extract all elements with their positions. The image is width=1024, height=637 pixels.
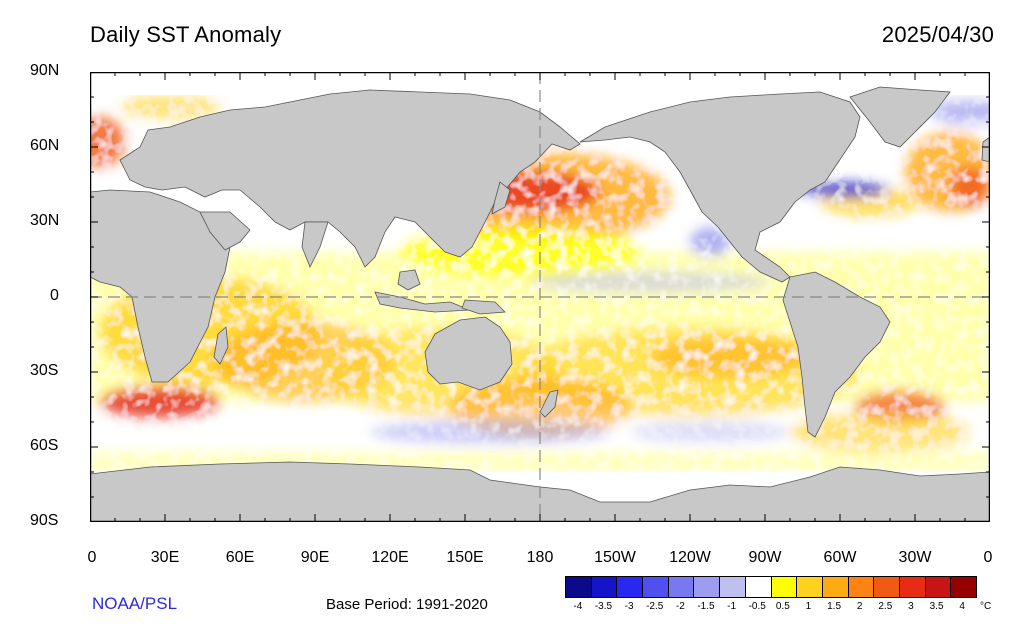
colorbar-tick-label: -3 (624, 601, 634, 612)
colorbar-tick-label: -2.5 (646, 601, 664, 612)
north-america (579, 91, 861, 283)
colorbar-swatch (643, 577, 669, 597)
lon-label-120w: 120W (669, 549, 711, 566)
colorbar-swatch (745, 577, 772, 597)
lat-label-30n: 30N (30, 212, 60, 229)
colorbar-tick-label: 0.5 (775, 601, 790, 612)
colorbar-swatch (874, 577, 900, 597)
colorbar-swatch (617, 577, 644, 597)
credit-label: NOAA/PSL (92, 594, 178, 613)
lon-label-90e: 90E (300, 549, 330, 566)
colorbar-swatch (694, 577, 721, 597)
colorbar-swatch (951, 577, 976, 597)
colorbar-tick-label: -1 (727, 601, 737, 612)
colorbar-tick-label: 3.5 (929, 601, 944, 612)
colorbar-swatch (668, 577, 695, 597)
lon-label-120e: 120E (371, 549, 409, 566)
colorbar-swatch (720, 577, 746, 597)
lon-label-60e: 60E (225, 549, 255, 566)
lat-label-60n: 60N (30, 137, 60, 154)
colorbar-tick-label: 4 (959, 601, 965, 612)
world-map (90, 72, 990, 522)
map-title: Daily SST Anomaly (90, 22, 282, 47)
colorbar-swatch (822, 577, 849, 597)
base-period-label: Base Period: 1991-2020 (326, 596, 488, 613)
borneo (397, 269, 421, 291)
eurasia (119, 89, 581, 268)
lon-label-150e: 150E (446, 549, 484, 566)
colorbar-swatch (925, 577, 952, 597)
lon-label-150w: 150W (594, 549, 636, 566)
arabia (199, 211, 251, 251)
india (301, 221, 329, 268)
lat-label-0: 0 (50, 287, 59, 304)
colorbar-unit: °C (980, 601, 992, 612)
colorbar-swatch (797, 577, 823, 597)
lon-label-30e: 30E (150, 549, 180, 566)
australia (424, 316, 513, 391)
colorbar-swatch (591, 577, 618, 597)
colorbar-tick-label: -1.5 (697, 601, 715, 612)
colorbar-tick-label: 3 (908, 601, 914, 612)
colorbar-tick-label: -4 (573, 601, 583, 612)
japan (491, 181, 511, 215)
colorbar (565, 576, 977, 598)
colorbar-swatch (771, 577, 798, 597)
map-date: 2025/04/30 (881, 22, 994, 47)
colorbar-swatch (848, 577, 875, 597)
colorbar-tick-label: 1.5 (827, 601, 842, 612)
colorbar-tick-label: -2 (675, 601, 685, 612)
land-masses (90, 86, 990, 522)
colorbar-tick-label: 1 (805, 601, 812, 612)
lat-label-90n: 90N (30, 62, 60, 79)
map-frame (90, 72, 990, 522)
lat-label-30s: 30S (30, 362, 59, 379)
lon-label-90w: 90W (748, 549, 782, 566)
lat-label-60s: 60S (30, 437, 59, 454)
madagascar (213, 326, 229, 365)
colorbar-swatch (566, 577, 592, 597)
reference-lines (90, 72, 990, 522)
lon-label-60w: 60W (823, 549, 857, 566)
colorbar-tick-label: -0.5 (748, 601, 766, 612)
lon-label-0-end: 0 (983, 549, 993, 566)
colorbar-swatch (899, 577, 926, 597)
colorbar-tick-label: 2.5 (878, 601, 893, 612)
new-guinea (461, 299, 506, 315)
lon-label-30w: 30W (898, 549, 932, 566)
greenland (849, 86, 951, 148)
new-zealand (539, 389, 559, 418)
south-america (782, 271, 891, 438)
colorbar-tick-label: -3.5 (594, 601, 613, 612)
lon-label-0: 0 (87, 549, 97, 566)
lat-label-90s: 90S (30, 512, 59, 529)
british-isles (981, 136, 990, 163)
lon-label-180: 180 (526, 549, 554, 566)
africa (90, 189, 231, 383)
colorbar-tick-label: 2 (856, 601, 863, 612)
